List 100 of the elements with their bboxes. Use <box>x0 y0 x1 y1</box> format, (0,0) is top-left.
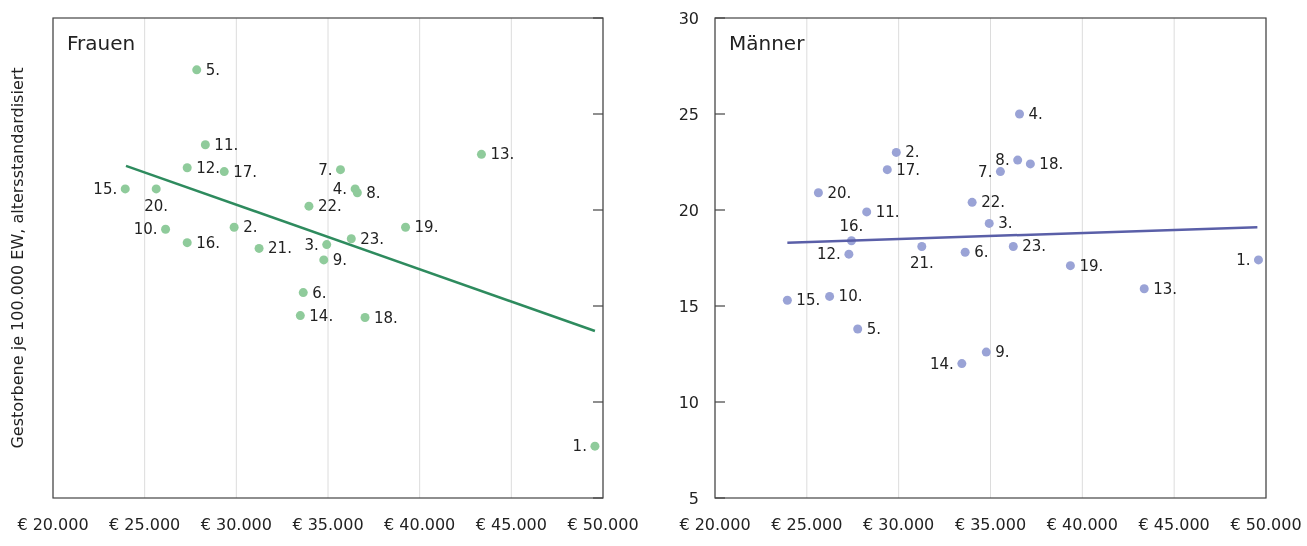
annotation: 12. <box>817 245 841 264</box>
point <box>319 255 329 265</box>
point <box>229 222 239 232</box>
annotation: 3. <box>304 235 319 254</box>
annotation: 16. <box>839 216 864 235</box>
x-tick-label: € 50.000 <box>567 515 639 534</box>
y-tick-label: 5 <box>688 489 699 508</box>
point <box>882 165 892 175</box>
point <box>960 247 970 257</box>
point <box>335 165 345 175</box>
annotation: 2. <box>243 218 258 237</box>
annotation: 18. <box>374 308 398 327</box>
annotation: 6. <box>974 243 989 262</box>
point <box>782 295 792 305</box>
y-tick-label: 10 <box>678 393 699 412</box>
point <box>1139 284 1149 294</box>
x-tick-label: € 45.000 <box>1138 515 1210 534</box>
x-tick-label: € 30.000 <box>863 515 935 534</box>
x-tick-label: € 30.000 <box>200 515 272 534</box>
point <box>254 243 264 253</box>
x-tick-label: € 20.000 <box>17 515 89 534</box>
annotation: 18. <box>1039 154 1064 173</box>
y-tick-label: 30 <box>678 9 699 28</box>
point <box>346 234 356 244</box>
annotation: 5. <box>866 320 882 339</box>
annotation: 21. <box>268 239 292 258</box>
annotation: 13. <box>490 145 515 164</box>
point <box>813 188 823 198</box>
point <box>298 288 308 298</box>
annotation: 9. <box>995 343 1010 362</box>
annotation: 5. <box>205 60 221 79</box>
annotation: 21. <box>909 254 934 273</box>
annotation: 8. <box>366 183 381 202</box>
annotation: 12. <box>196 158 221 177</box>
point <box>322 240 332 250</box>
point <box>192 65 202 75</box>
annotation: 2. <box>905 143 920 162</box>
point <box>360 313 370 323</box>
annotation: 4. <box>332 179 348 198</box>
annotation: 19. <box>1079 256 1104 275</box>
point <box>476 149 486 159</box>
annotation: 7. <box>978 162 993 181</box>
point <box>1013 155 1023 165</box>
x-tick-label: € 35.000 <box>292 515 364 534</box>
x-tick-label: € 20.000 <box>679 515 751 534</box>
point <box>1253 255 1263 265</box>
annotation: 16. <box>196 233 221 252</box>
x-tick-label: € 45.000 <box>475 515 547 534</box>
point <box>352 188 362 198</box>
annotation: 23. <box>1022 237 1047 256</box>
annotation: 11. <box>875 202 900 221</box>
annotation: 1. <box>572 437 587 456</box>
annotation: 22. <box>317 197 342 216</box>
annotation: 9. <box>332 250 348 269</box>
text: Frauen <box>67 31 136 55</box>
point <box>151 184 161 194</box>
annotation: 10. <box>838 287 863 306</box>
annotation: 4. <box>1028 105 1043 123</box>
point <box>219 167 229 177</box>
x-tick-label: € 50.000 <box>1230 515 1302 534</box>
annotation: 14. <box>929 354 954 373</box>
annotation: 6. <box>312 283 327 302</box>
point <box>891 147 901 157</box>
text: Männer <box>729 31 806 55</box>
annotation: 19. <box>414 218 439 237</box>
point <box>590 441 600 451</box>
point <box>401 222 411 232</box>
annotation: 17. <box>233 162 258 181</box>
x-tick-label: € 40.000 <box>1046 515 1118 534</box>
point <box>844 249 854 259</box>
point <box>295 311 305 321</box>
y-axis-title: Gestorbene je 100.000 EW, altersstandardisiert <box>8 67 27 449</box>
y-tick-label: 25 <box>678 105 699 124</box>
point <box>995 167 1005 177</box>
point <box>200 140 210 150</box>
annotation: 20. <box>144 196 169 215</box>
annotation: 1. <box>1236 250 1251 269</box>
annotation: 8. <box>995 151 1010 170</box>
x-tick-label: € 25.000 <box>771 515 843 534</box>
point <box>304 201 314 211</box>
point <box>1025 159 1035 169</box>
annotation: 15. <box>93 179 118 198</box>
point <box>984 218 994 228</box>
annotation: 14. <box>309 306 334 325</box>
point <box>1065 261 1075 271</box>
point <box>182 238 192 248</box>
point <box>917 241 927 251</box>
point <box>1015 109 1025 119</box>
annotation: 7. <box>318 160 333 179</box>
annotation: 13. <box>1153 279 1178 298</box>
y-tick-label: 20 <box>678 201 699 220</box>
annotation: 15. <box>796 291 821 310</box>
annotation: 20. <box>827 183 852 202</box>
x-tick-label: € 35.000 <box>954 515 1027 534</box>
point <box>967 197 977 207</box>
x-tick-label: € 40.000 <box>384 515 456 534</box>
annotation: 22. <box>981 193 1005 212</box>
point <box>120 184 130 194</box>
point <box>862 207 872 217</box>
point <box>1008 241 1018 251</box>
